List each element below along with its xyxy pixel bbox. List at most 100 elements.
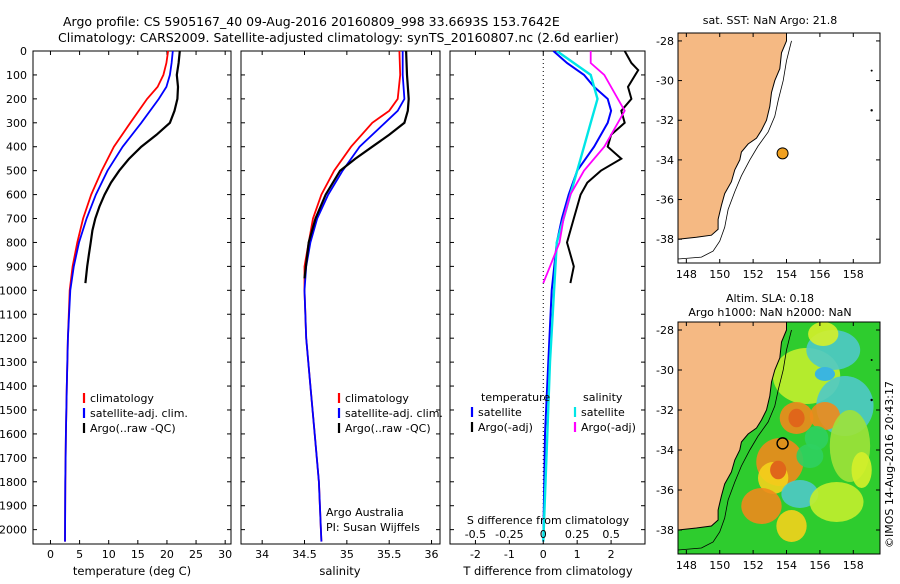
x-tick-label: 15 — [131, 548, 145, 561]
island — [870, 69, 873, 72]
x-tick-label: 34 — [255, 548, 269, 561]
depth-tick-label: 1000 — [0, 284, 27, 297]
credit-pi: PI: Susan Wijffels — [326, 521, 420, 534]
lat-tick-label: -36 — [656, 194, 674, 207]
sla-patch — [788, 408, 805, 428]
depth-tick-label: 800 — [6, 236, 27, 249]
legend-label: satellite — [581, 406, 625, 419]
sla-patch — [808, 322, 839, 346]
legend-salinity-title: salinity — [583, 391, 623, 404]
land-area — [678, 322, 788, 532]
map-frame — [677, 32, 881, 264]
legend-label: Argo(..raw -QC) — [90, 422, 176, 435]
temperature-xlabel: temperature (deg C) — [73, 564, 191, 578]
legend-label: Argo(-adj) — [478, 421, 533, 434]
lon-tick-label: 158 — [843, 559, 864, 572]
x-tick-label: -1 — [504, 548, 515, 561]
lat-tick-label: -32 — [656, 114, 674, 127]
temperature-satellite-line — [64, 50, 174, 542]
sla-patch — [851, 452, 872, 488]
lat-tick-label: -30 — [656, 75, 674, 88]
s-tick-label: 0.5 — [602, 528, 620, 541]
s-diff-label: S difference from climatology — [467, 514, 630, 527]
sla-patch — [781, 480, 819, 508]
isobath-line — [678, 329, 792, 551]
depth-tick-label: 200 — [6, 93, 27, 106]
t-diff-xlabel: T difference from climatology — [462, 564, 633, 578]
salinity-argo-line — [303, 50, 410, 279]
lat-tick-label: -38 — [656, 524, 674, 537]
imos-credit: ©IMOS 14-Aug-2016 20:43:17 — [883, 381, 896, 548]
x-tick-label: 35 — [340, 548, 354, 561]
lat-tick-label: -28 — [656, 35, 674, 48]
sla-patch — [814, 367, 836, 381]
plot-frame — [32, 50, 232, 545]
legend-label: Argo(..raw -QC) — [345, 422, 431, 435]
sla-patch — [770, 460, 787, 480]
s-tick-label: 0 — [540, 528, 547, 541]
sla-map-title-1: Altim. SLA: 0.18 — [726, 292, 814, 305]
x-tick-label: 36 — [425, 548, 439, 561]
lon-tick-label: 154 — [776, 559, 797, 572]
depth-tick-label: 0 — [20, 45, 27, 58]
x-tick-label: 25 — [189, 548, 203, 561]
lon-tick-label: 148 — [676, 268, 697, 281]
lat-tick-label: -28 — [656, 324, 674, 337]
sst-map-panel: sat. SST: NaN Argo: 21.8 -28 -30 -32 -34 -36 -… — [656, 14, 881, 281]
depth-tick-label: 900 — [6, 260, 27, 273]
x-tick-label: 0 — [47, 548, 54, 561]
depth-tick-label: 1200 — [0, 332, 27, 345]
title-line-1: Argo profile: CS 5905167_40 09-Aug-2016 … — [63, 14, 560, 29]
depth-tick-label: 600 — [6, 189, 27, 202]
legend-label: satellite-adj. clim. — [345, 407, 443, 420]
x-tick-label: 2 — [608, 548, 615, 561]
sla-patch — [741, 488, 782, 524]
lat-tick-label: -34 — [656, 444, 674, 457]
temperature-argo-line — [84, 50, 181, 284]
lat-tick-label: -30 — [656, 364, 674, 377]
lat-tick-label: -34 — [656, 154, 674, 167]
legend-label: climatology — [90, 392, 154, 405]
difference-panel: -2 -1 0 1 2 -0.5 -0.25 0 0.25 0.5S difference fro… — [449, 50, 646, 578]
map-content — [678, 322, 880, 554]
depth-tick-label: 1900 — [0, 500, 27, 513]
legend-label: Argo(-adj) — [581, 421, 636, 434]
salinity-diff-satellite-line — [542, 51, 599, 542]
depth-tick-label: 1100 — [0, 308, 27, 321]
depth-tick-label: 500 — [6, 165, 27, 178]
isobath-line — [678, 40, 792, 260]
lon-tick-label: 156 — [809, 268, 830, 281]
depth-tick-label: 1800 — [0, 476, 27, 489]
x-tick-label: 34.5 — [292, 548, 317, 561]
salinity-diff-argo-line — [542, 51, 626, 284]
s-tick-label: -0.5 — [465, 528, 486, 541]
depth-tick-label: 400 — [6, 141, 27, 154]
lon-tick-label: 150 — [709, 268, 730, 281]
sla-patch — [804, 426, 829, 450]
salinity-panel: 34 34.5 35 35.5 36 climatology satellite-adj. … — [240, 50, 443, 578]
x-tick-label: -2 — [470, 548, 481, 561]
plot-frame — [240, 50, 441, 545]
sla-patch — [776, 510, 807, 542]
legend-label: satellite-adj. clim. — [90, 407, 188, 420]
x-tick-label: 5 — [76, 548, 83, 561]
lat-tick-label: -36 — [656, 484, 674, 497]
lat-tick-label: -38 — [656, 233, 674, 246]
map-frame — [677, 321, 881, 555]
depth-tick-label: 300 — [6, 117, 27, 130]
argo-position-marker — [776, 437, 789, 450]
lat-tick-label: -32 — [656, 404, 674, 417]
sst-map-title: sat. SST: NaN Argo: 21.8 — [703, 14, 837, 27]
x-tick-label: 0 — [540, 548, 547, 561]
island — [870, 109, 873, 112]
sla-map-title-2: Argo h1000: NaN h2000: NaN — [688, 306, 851, 319]
x-tick-label: 20 — [160, 548, 174, 561]
legend-temperature-title: temperature — [481, 391, 550, 404]
title-line-2: Climatology: CARS2009. Satellite-adjuste… — [58, 30, 619, 45]
difference-lines — [542, 51, 640, 542]
lon-tick-label: 156 — [809, 559, 830, 572]
credit-argo-australia: Argo Australia — [326, 506, 404, 519]
sla-patch — [809, 402, 841, 430]
